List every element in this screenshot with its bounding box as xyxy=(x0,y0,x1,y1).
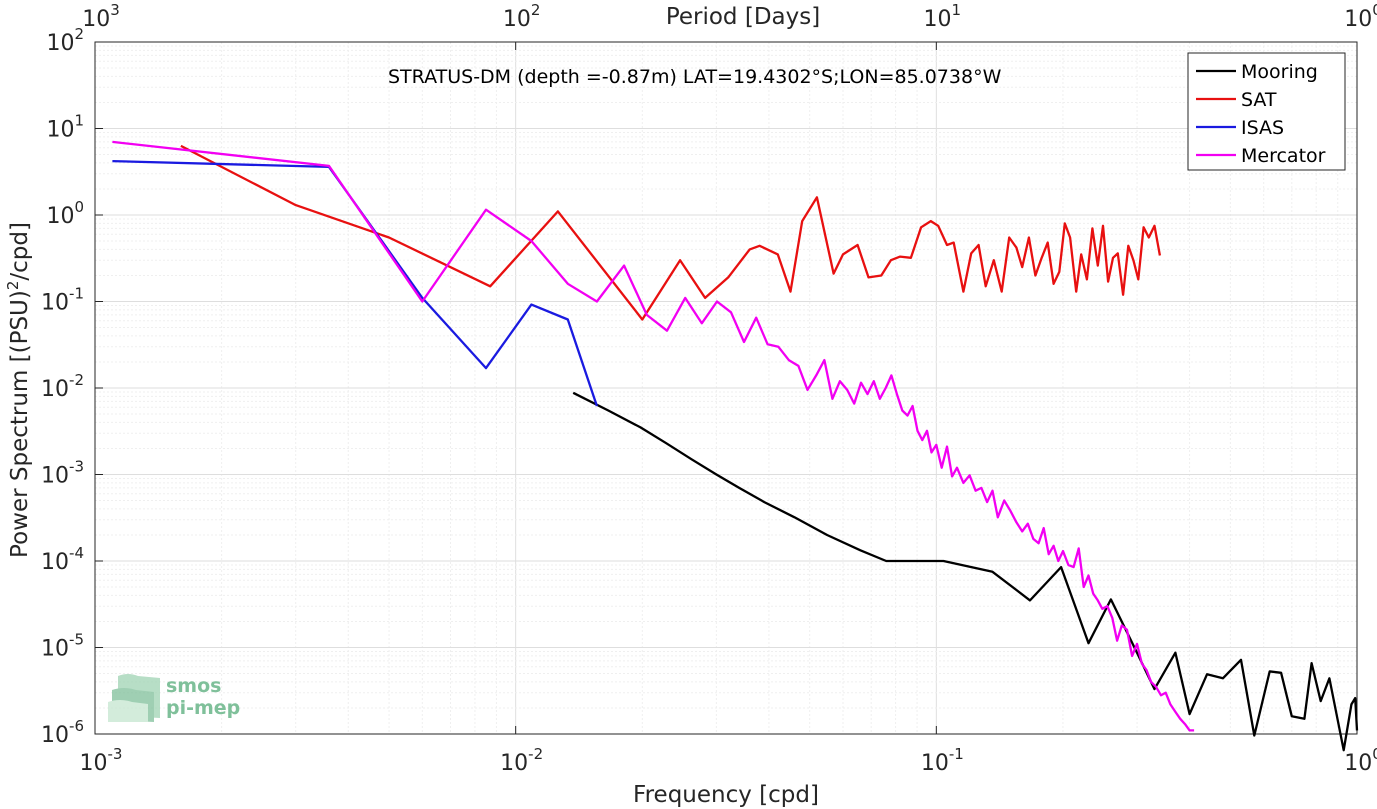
grid xyxy=(94,42,1357,735)
y-tick-label: 10-3 xyxy=(41,458,84,489)
x-tick-label-exponent: 0 xyxy=(1372,745,1377,763)
logo-mark xyxy=(108,674,160,722)
series-line-isas xyxy=(112,159,598,407)
y-tick-label-exponent: 0 xyxy=(74,198,84,216)
y-tick-label: 10-5 xyxy=(41,631,84,662)
y-tick-label-exponent: 1 xyxy=(74,112,84,130)
y-tick-label-base: 10 xyxy=(41,291,69,316)
series-line-mooring xyxy=(572,391,1359,752)
y-tick-label: 10-2 xyxy=(41,371,84,402)
top-tick-label-base: 10 xyxy=(1344,7,1372,32)
y-tick-label-base: 10 xyxy=(41,377,69,402)
y-tick-label-exponent: -2 xyxy=(69,371,84,389)
x-tick-label-exponent: -2 xyxy=(528,745,543,763)
logo-text-line2: pi-mep xyxy=(166,697,240,719)
y-tick-label-exponent: -6 xyxy=(69,717,84,735)
y-tick-label-exponent: -5 xyxy=(69,631,84,649)
y-tick-label-base: 10 xyxy=(46,118,74,143)
y-tick-label-base: 10 xyxy=(46,204,74,229)
top-tick-label: 101 xyxy=(924,1,962,32)
top-tick-label-base: 10 xyxy=(82,7,110,32)
top-tick-label: 100 xyxy=(1344,1,1377,32)
series-line-mercator xyxy=(112,140,1195,732)
station-annotation: STRATUS-DM (depth =-0.87m) LAT=19.4302°S… xyxy=(388,66,1002,88)
y-tick-label: 10-4 xyxy=(41,544,84,575)
top-tick-label-base: 10 xyxy=(503,7,531,32)
series-lines xyxy=(112,140,1359,752)
y-tick-label-exponent: -3 xyxy=(69,458,84,476)
logo-text-line1: smos xyxy=(166,675,221,697)
y-axis-label: Power Spectrum [(PSU)2/cpd] xyxy=(4,222,33,558)
y-tick-label: 10-1 xyxy=(41,285,84,316)
x-tick-label-exponent: -1 xyxy=(949,745,964,763)
top-axis-label: Period [Days] xyxy=(666,4,820,30)
legend-label-mooring: Mooring xyxy=(1241,61,1318,83)
y-tick-label-exponent: -4 xyxy=(69,544,84,562)
x-tick-label-base: 10 xyxy=(80,751,108,776)
smos-pi-mep-logo: smos pi-mep xyxy=(108,674,240,722)
y-axis-label-main: Power Spectrum [(PSU) xyxy=(7,290,33,558)
y-tick-label-exponent: -1 xyxy=(69,285,84,303)
y-tick-label: 101 xyxy=(46,112,84,143)
y-axis-label-exponent: 2 xyxy=(4,281,22,291)
top-tick-label-exponent: 1 xyxy=(952,1,962,19)
legend-label-mercator: Mercator xyxy=(1241,145,1326,167)
x-tick-label: 10-3 xyxy=(80,745,123,776)
top-tick-label-exponent: 2 xyxy=(531,1,541,19)
series-line-sat xyxy=(180,144,1162,321)
legend: Mooring SAT ISAS Mercator xyxy=(1187,52,1346,171)
legend-label-sat: SAT xyxy=(1241,89,1277,111)
top-tick-label-base: 10 xyxy=(924,7,952,32)
top-tick-label-exponent: 0 xyxy=(1372,1,1377,19)
x-tick-label-exponent: -3 xyxy=(108,745,123,763)
top-tick-label: 102 xyxy=(503,1,541,32)
y-tick-label: 10-6 xyxy=(41,717,84,748)
x-axis-label: Frequency [cpd] xyxy=(633,782,819,808)
top-tick-label-exponent: 3 xyxy=(110,1,120,19)
y-tick-label: 102 xyxy=(46,25,84,56)
y-tick-label-base: 10 xyxy=(41,464,69,489)
y-tick-label-base: 10 xyxy=(46,31,74,56)
y-tick-label: 100 xyxy=(46,198,84,229)
y-tick-label-base: 10 xyxy=(41,723,69,748)
x-tick-label: 10-1 xyxy=(921,745,964,776)
top-axis-ticks: 103102101100 xyxy=(82,1,1377,50)
y-tick-label-base: 10 xyxy=(41,550,69,575)
x-tick-label: 100 xyxy=(1344,745,1377,776)
x-tick-label-base: 10 xyxy=(921,751,949,776)
legend-label-isas: ISAS xyxy=(1241,117,1284,139)
y-tick-label-exponent: 2 xyxy=(74,25,84,43)
x-tick-label-base: 10 xyxy=(500,751,528,776)
top-tick-label: 103 xyxy=(82,1,120,32)
y-axis-label-unit: /cpd] xyxy=(7,222,33,281)
y-tick-label-base: 10 xyxy=(41,637,69,662)
legend-box xyxy=(1187,52,1346,171)
x-tick-label-base: 10 xyxy=(1344,751,1372,776)
x-tick-label: 10-2 xyxy=(500,745,543,776)
